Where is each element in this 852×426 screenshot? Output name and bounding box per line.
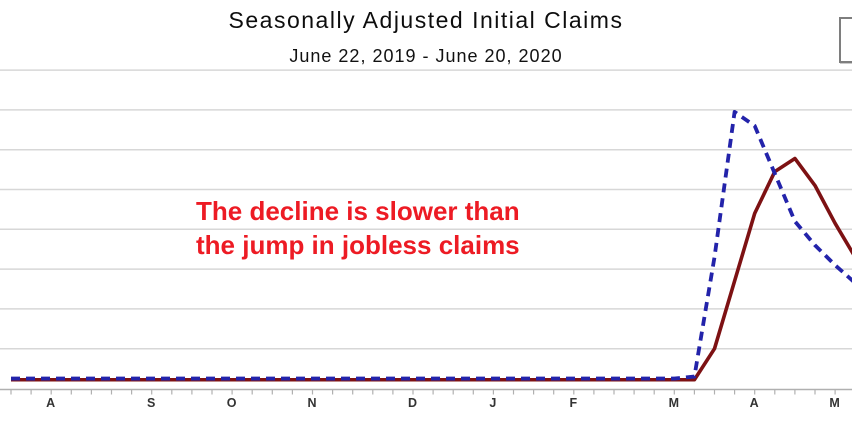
month-label: A bbox=[750, 396, 760, 410]
annotation-line-1: The decline is slower than bbox=[196, 196, 520, 226]
month-label: M bbox=[669, 396, 680, 410]
month-label: F bbox=[569, 396, 578, 410]
month-label: D bbox=[408, 396, 418, 410]
month-label: M bbox=[829, 396, 840, 410]
page-subtitle: June 22, 2019 - June 20, 2020 bbox=[289, 46, 563, 66]
month-label: N bbox=[307, 396, 317, 410]
legend-box-clipped bbox=[839, 17, 852, 63]
annotation-text: The decline is slower than the jump in j… bbox=[196, 194, 520, 262]
initial-claims-dashed-line bbox=[11, 109, 852, 381]
page-title: Seasonally Adjusted Initial Claims bbox=[228, 7, 624, 33]
month-label: A bbox=[46, 396, 56, 410]
month-label: J bbox=[489, 396, 497, 410]
x-axis-ticks bbox=[10, 390, 836, 395]
gridlines bbox=[0, 69, 852, 350]
month-label: O bbox=[227, 396, 238, 410]
month-label: S bbox=[147, 396, 156, 410]
annotation-line-2: the jump in jobless claims bbox=[196, 230, 520, 260]
